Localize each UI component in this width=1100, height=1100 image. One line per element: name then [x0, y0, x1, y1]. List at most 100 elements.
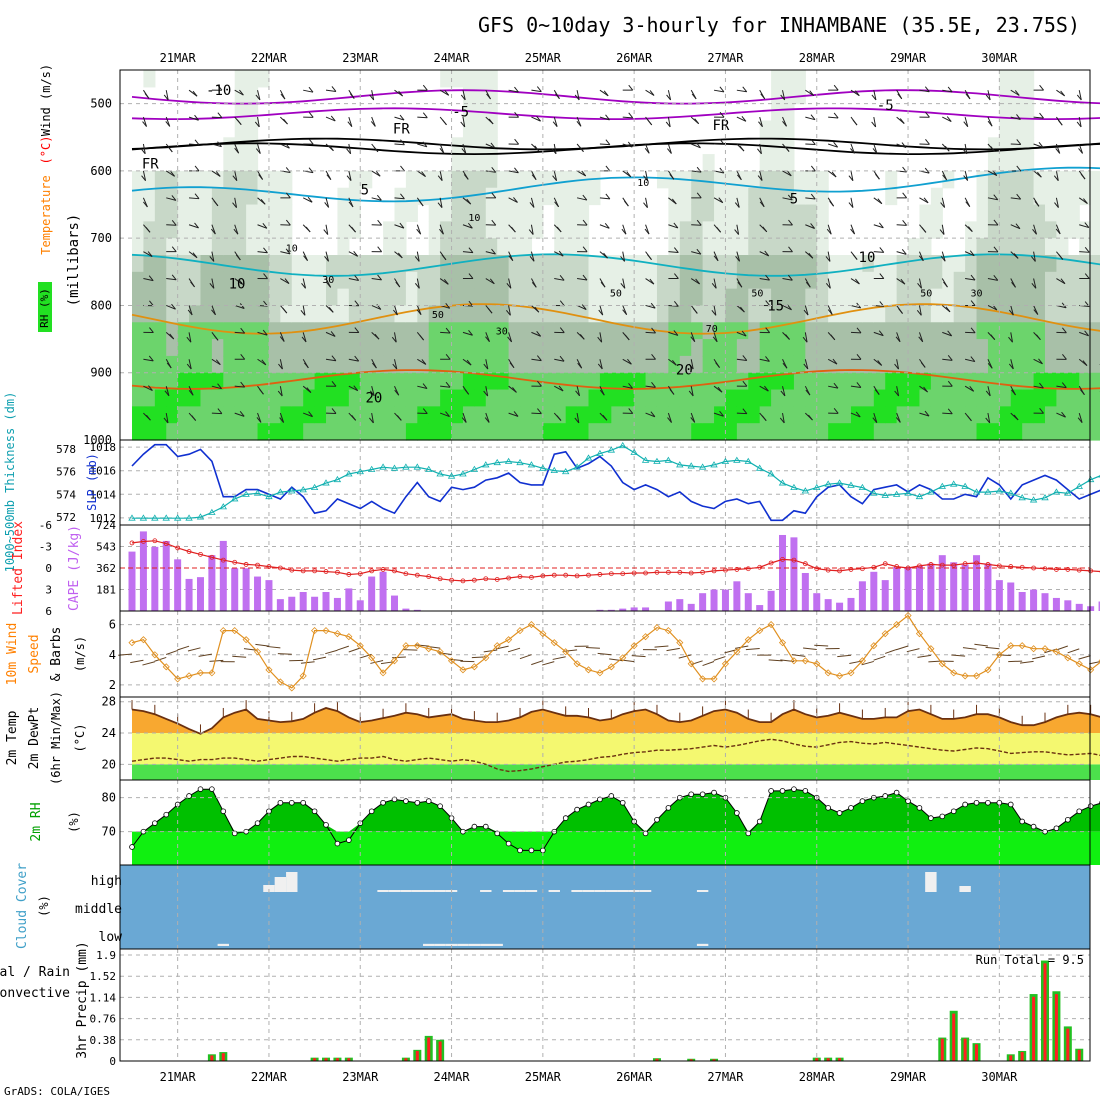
wind-barb-flag [1078, 148, 1083, 154]
wind-speed-marker [390, 657, 399, 665]
wind-barb [622, 278, 626, 289]
wind-barb [485, 143, 496, 149]
rh2m-unit-label: (%) [67, 811, 81, 833]
rh-cell [268, 389, 281, 407]
rh-cell [999, 423, 1012, 441]
thickness-marker [470, 465, 479, 472]
rh-marker [505, 840, 512, 847]
rh-cell [885, 339, 898, 357]
precip-convective-bar [952, 1013, 956, 1061]
li-marker [905, 565, 911, 571]
rh-cell [634, 288, 647, 307]
rh-cell [668, 355, 681, 374]
wind-barb-flag [400, 139, 405, 146]
wind-barb-flag [194, 222, 199, 229]
thickness-marker [310, 483, 319, 490]
rh-cell [850, 339, 863, 357]
rh-cell [485, 170, 498, 189]
rh-cell [577, 204, 590, 222]
rh-cell [383, 355, 396, 374]
rh-cell [154, 288, 167, 307]
wind-barb [736, 358, 747, 361]
rh-cell [314, 406, 327, 424]
rh-cell [930, 255, 943, 273]
wind-barb [873, 331, 884, 337]
rh-cell [976, 423, 989, 441]
rh-cell [394, 339, 407, 357]
rh-cell [166, 355, 179, 374]
precip-convective-bar [1009, 1055, 1013, 1061]
rh-cell [976, 288, 989, 307]
wind-barb-flag [782, 362, 788, 369]
cloud-high-cell [514, 890, 526, 892]
wind-barb-flag [461, 148, 467, 154]
wind-barb-flag [848, 202, 854, 208]
wind-barb-flag [414, 256, 420, 262]
thickness-marker [1041, 494, 1049, 501]
rh-cell [497, 271, 510, 290]
rh-cell [965, 389, 978, 407]
rh-cell [211, 305, 224, 323]
wind-barb [302, 278, 307, 289]
rh-marker [642, 830, 649, 837]
wind-speed-marker [413, 642, 421, 650]
wind-barb-flag [262, 223, 268, 229]
rh-cell [348, 423, 361, 441]
rh-cell [337, 238, 350, 256]
rh-cell [714, 271, 727, 290]
wind-barb-flag [643, 202, 648, 208]
wind-barb-flag [555, 93, 560, 100]
rh-cell [474, 170, 487, 189]
rh-marker [437, 803, 443, 809]
wind-barb-flag [574, 94, 580, 101]
rh-cell [987, 355, 1000, 374]
wind-barb-10m [768, 659, 783, 662]
rh-cell [1067, 372, 1080, 391]
wind-barb-flag [211, 309, 216, 316]
rh-cell [725, 355, 738, 374]
rh-cell [166, 406, 179, 424]
wind-barb-flag [349, 93, 355, 99]
wind-barb-flag [376, 194, 382, 201]
rh-cell [999, 339, 1012, 357]
rh-cell [828, 355, 841, 374]
wind-barb-flag [414, 283, 420, 289]
rh-cell [634, 406, 647, 424]
rh-cell [668, 305, 681, 323]
wind-speed-marker [505, 636, 513, 644]
wind-barb [462, 331, 473, 336]
wind-barb-flag [148, 275, 154, 281]
rh-cell [702, 355, 715, 374]
li-marker [802, 561, 808, 567]
rh-cell [451, 204, 464, 222]
rh-cell [143, 288, 156, 307]
precip-convective-bar [1020, 1052, 1024, 1061]
rh-cell [885, 187, 898, 206]
wind-barb-flag [805, 281, 811, 288]
cape-bar [744, 593, 752, 611]
rh-cell [873, 372, 886, 391]
rh-marker [1087, 803, 1094, 809]
rh-cell [428, 255, 441, 273]
wind-barb [964, 170, 969, 181]
wind-barb-flag [924, 410, 930, 417]
thickness-marker [984, 488, 992, 495]
wind-barb-flag [559, 355, 565, 362]
wind-barb-flag [1039, 407, 1044, 414]
wind-barb-flag [946, 116, 952, 122]
wind-barb [302, 197, 313, 203]
wind-barb-flag [217, 141, 222, 147]
wind-barb-flag [329, 145, 334, 152]
rh-cell [588, 406, 601, 424]
rh-cell [1010, 355, 1023, 374]
rh-cell [474, 204, 487, 222]
rh-cell [200, 389, 213, 407]
rh-cell [1022, 255, 1035, 273]
rh-cell [520, 423, 533, 441]
wind-barb-flag [148, 355, 154, 362]
cloud-level-label: middle [75, 902, 122, 917]
wind-barb-flag [331, 86, 337, 92]
rh-cell [725, 255, 738, 273]
wind-barb-10m [666, 647, 680, 652]
